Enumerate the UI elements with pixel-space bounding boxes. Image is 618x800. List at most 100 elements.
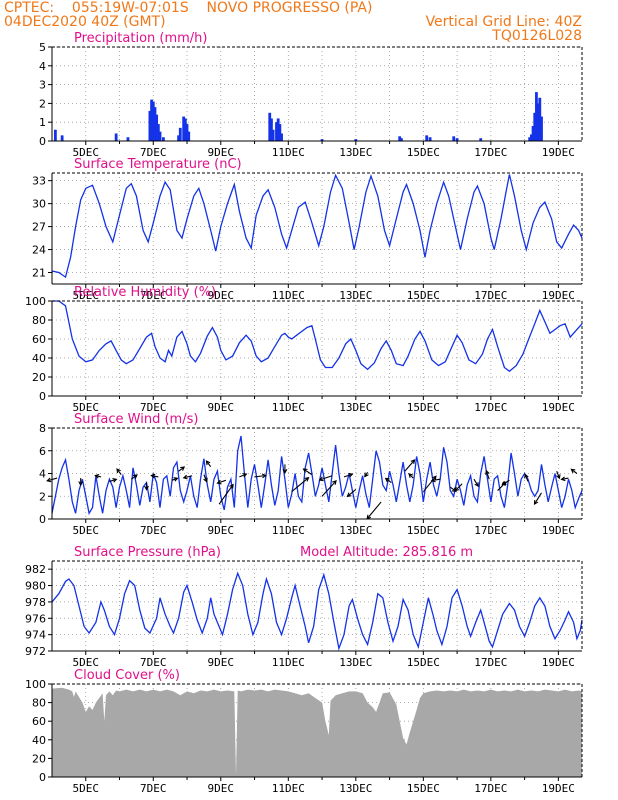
- y-tick-label: 40: [32, 734, 46, 747]
- y-tick-label: 80: [32, 314, 46, 327]
- x-tick-label: 13DEC: [339, 289, 372, 302]
- precip-bar: [278, 124, 282, 141]
- wind-arrowhead: [116, 468, 121, 474]
- wind-arrowhead: [282, 469, 288, 474]
- precip-bar: [528, 137, 532, 141]
- y-tick-label: 40: [32, 352, 46, 365]
- wind-arrowhead: [430, 477, 436, 483]
- wind-arrowhead: [203, 477, 208, 483]
- y-tick-label: 20: [32, 752, 46, 765]
- x-tick-label: 19DEC: [542, 146, 575, 159]
- wind-arrowhead: [180, 466, 186, 471]
- wind-vector: [473, 478, 479, 487]
- x-tick-label: 11DEC: [272, 401, 305, 414]
- precip-bar: [479, 138, 483, 141]
- precip-bar: [156, 124, 160, 141]
- precip-bar: [538, 97, 542, 141]
- y-tick-label: 1: [39, 116, 46, 129]
- x-tick-label: 5DEC: [73, 401, 100, 414]
- wind-arrowhead: [346, 492, 352, 498]
- y-tick-label: 100: [25, 678, 46, 691]
- panel-title: Precipitation (mm/h): [74, 31, 207, 46]
- y-tick-label: 2: [39, 97, 46, 110]
- wind-arrowhead: [132, 474, 138, 479]
- wind-vector: [319, 475, 333, 481]
- series-line: [51, 173, 583, 279]
- wind-vector: [385, 477, 392, 484]
- wind-arrowhead: [302, 468, 308, 473]
- x-tick-label: 13DEC: [339, 782, 372, 795]
- x-tick-label: 11DEC: [272, 289, 305, 302]
- precip-bar: [183, 118, 187, 141]
- wind-arrowhead: [150, 473, 156, 479]
- precip-bar: [153, 107, 157, 141]
- header-date: 04DEC2020 40Z (GMT): [4, 14, 166, 30]
- wind-vector: [206, 460, 212, 468]
- wind-vector: [524, 474, 529, 482]
- precip-bar: [178, 127, 182, 141]
- wind-arrowhead: [454, 486, 460, 492]
- x-tick-label: 17DEC: [474, 524, 507, 537]
- y-tick-label: 974: [25, 629, 46, 642]
- y-tick-label: 3: [39, 79, 46, 92]
- x-tick-label: 19DEC: [542, 401, 575, 414]
- y-tick-label: 30: [32, 198, 46, 211]
- x-tick-label: 19DEC: [542, 524, 575, 537]
- y-tick-label: 0: [39, 513, 46, 526]
- cloud-area: [52, 687, 582, 777]
- precip-bar: [399, 138, 403, 141]
- precip-bar: [182, 116, 186, 141]
- precip-bar: [151, 101, 155, 141]
- precip-bar: [320, 139, 324, 141]
- y-tick-label: 80: [32, 697, 46, 710]
- precip-bar: [280, 133, 283, 141]
- wind-arrowhead: [364, 472, 369, 478]
- wind-vector: [218, 484, 234, 505]
- wind-arrowhead: [112, 477, 118, 483]
- precip-bar: [398, 136, 402, 141]
- wind-arrowhead: [46, 477, 52, 483]
- wind-vector: [454, 483, 463, 492]
- y-tick-label: 33: [32, 175, 46, 188]
- precip-bar: [533, 112, 537, 141]
- header-model-code: TQ0126L028: [492, 28, 582, 44]
- wind-arrowhead: [570, 468, 576, 474]
- precip-bar: [535, 92, 538, 141]
- x-tick-label: 13DEC: [339, 524, 372, 537]
- precip-bar: [150, 99, 153, 141]
- x-tick-label: 7DEC: [140, 782, 167, 795]
- wind-arrowhead: [242, 473, 248, 478]
- header-vertical-grid: Vertical Grid Line: 40Z: [425, 14, 582, 30]
- x-tick-label: 5DEC: [73, 782, 100, 795]
- wind-arrowhead: [144, 485, 149, 491]
- precip-bar: [529, 134, 533, 141]
- x-tick-label: 15DEC: [407, 656, 440, 669]
- wind-arrowhead: [384, 477, 390, 483]
- wind-arrowhead: [205, 460, 211, 466]
- x-tick-label: 15DEC: [407, 289, 440, 302]
- wind-vector: [561, 477, 569, 480]
- y-tick-label: 0: [39, 135, 46, 148]
- precip-bar: [53, 129, 57, 141]
- x-tick-label: 17DEC: [474, 289, 507, 302]
- precip-bar: [276, 118, 280, 141]
- precip-bar: [540, 116, 543, 141]
- x-tick-label: 17DEC: [474, 656, 507, 669]
- y-tick-label: 978: [25, 596, 46, 609]
- wind-vector: [151, 474, 159, 478]
- wind-vector: [178, 466, 185, 472]
- precip-bar: [428, 137, 432, 141]
- x-tick-label: 7DEC: [140, 401, 167, 414]
- x-tick-label: 9DEC: [208, 524, 235, 537]
- precip-bar: [158, 131, 162, 141]
- precip-bar: [185, 124, 189, 141]
- precip-bar: [425, 135, 429, 141]
- x-tick-label: 13DEC: [339, 401, 372, 414]
- y-tick-label: 8: [39, 422, 46, 435]
- x-tick-label: 17DEC: [474, 146, 507, 159]
- x-tick-label: 9DEC: [208, 146, 235, 159]
- wind-vector: [571, 468, 578, 474]
- wind-arrowhead: [451, 487, 457, 493]
- y-tick-label: 60: [32, 333, 46, 346]
- x-tick-label: 9DEC: [208, 782, 235, 795]
